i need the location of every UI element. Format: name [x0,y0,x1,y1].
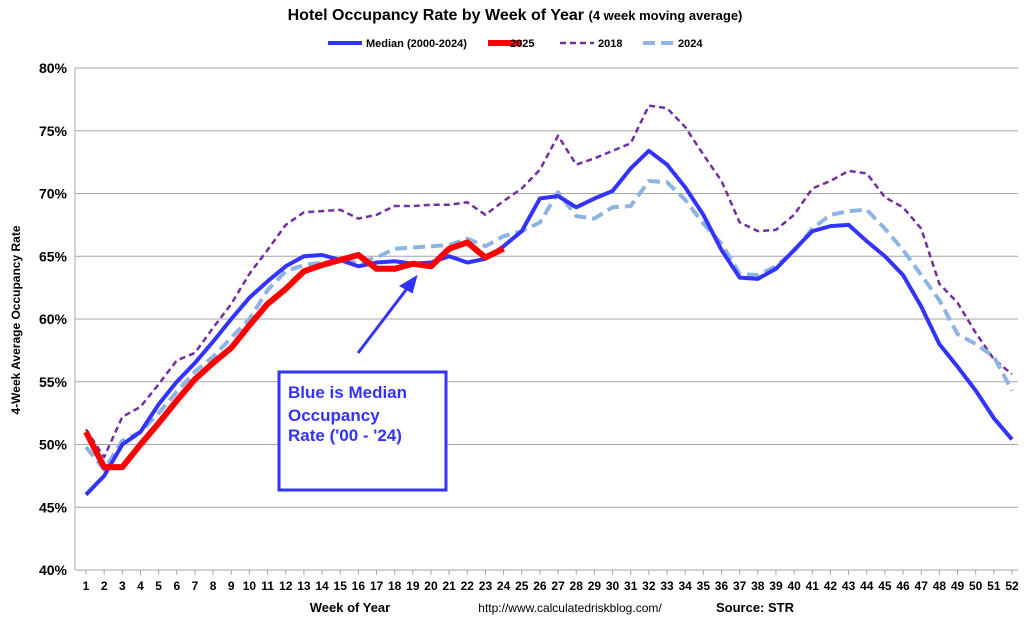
x-tick-label: 40 [787,579,801,593]
x-tick-label: 35 [697,579,711,593]
x-tick-label: 51 [987,579,1001,593]
x-tick-label: 47 [915,579,929,593]
x-tick-label: 17 [370,579,384,593]
source-url: http://www.calculatedriskblog.com/ [478,601,662,615]
legend: Median (2000-2024) 2025 2018 2024 [328,38,703,50]
x-tick-label: 39 [769,579,783,593]
legend-label: Median (2000-2024) [366,38,467,50]
y-axis-label: 4-Week Average Occupancy Rate [9,225,23,414]
x-tick-label: 2 [101,579,108,593]
x-tick-label: 19 [406,579,420,593]
x-tick-label: 10 [243,579,257,593]
arrow-head-icon [398,274,418,294]
legend-label: 2025 [510,38,534,50]
x-tick-label: 23 [479,579,493,593]
y-tick-label: 60% [39,311,68,327]
x-tick-label: 29 [588,579,602,593]
x-tick-label: 7 [192,579,199,593]
x-tick-label: 36 [715,579,729,593]
x-tick-label: 11 [261,579,274,593]
x-tick-label: 52 [1005,579,1019,593]
x-tick-label: 41 [806,579,820,593]
series-line-2018 [84,104,1013,459]
x-tick-label: 31 [624,579,638,593]
x-tick-label: 20 [424,579,438,593]
y-tick-label: 75% [39,123,68,139]
annotation-box [277,370,448,492]
x-tick-label: 5 [155,579,162,593]
y-tick-label: 45% [39,499,68,515]
x-axis-label: Week of Year [310,600,390,615]
x-tick-label: 30 [606,579,620,593]
x-tick-label: 14 [315,579,329,593]
y-tick-label: 55% [39,374,68,390]
x-tick-label: 26 [533,579,547,593]
series-line-2025 [83,239,505,471]
x-tick-label: 16 [352,579,366,593]
legend-label: 2018 [598,38,622,50]
annotation-line: Rate ('00 - '24) [288,426,402,445]
annotation-line: Occupancy [288,406,380,425]
x-tick-label: 48 [933,579,947,593]
x-tick-label: 38 [751,579,765,593]
x-tick-label: 43 [842,579,856,593]
series-line-2024 [84,178,1014,472]
x-tick-label: 18 [388,579,402,593]
x-tick-label: 21 [442,579,456,593]
y-tick-label: 65% [39,248,68,264]
x-tick-label: 44 [860,579,874,593]
x-tick-label: 37 [733,579,747,593]
x-tick-label: 45 [878,579,892,593]
x-tick-label: 50 [969,579,983,593]
x-tick-label: 49 [951,579,965,593]
x-tick-label: 33 [660,579,674,593]
annotation-line: Blue is Median [288,383,407,402]
y-tick-label: 80% [39,60,68,76]
x-tick-label: 6 [173,579,180,593]
x-tick-label: 22 [461,579,475,593]
x-tick-label: 15 [334,579,348,593]
annotation: Blue is Median Occupancy Rate ('00 - '24… [277,274,448,492]
y-tick-labels: 40% 45% 50% 55% 60% 65% 70% 75% 80% [39,60,68,578]
x-tick-label: 42 [824,579,838,593]
x-tick-label: 25 [515,579,529,593]
annotation-arrow [356,281,414,354]
x-tick-label: 4 [137,579,144,593]
y-tick-label: 40% [39,562,68,578]
x-tick-label: 12 [279,579,293,593]
series-lines [83,104,1014,497]
x-tick-label: 13 [297,579,311,593]
x-tick-label: 46 [896,579,910,593]
chart-title: Hotel Occupancy Rate by Week of Year (4 … [288,7,743,24]
y-tick-label: 50% [39,437,68,453]
x-tick-label: 9 [228,579,235,593]
x-tick-label: 34 [678,579,692,593]
x-tick-label: 1 [83,579,90,593]
grid [74,67,1018,575]
x-tick-label: 8 [210,579,217,593]
x-tick-label: 3 [119,579,126,593]
series-line-median-2000-2024- [84,148,1014,497]
x-tick-label: 28 [570,579,584,593]
x-tick-labels: 1 2 3 4 5 6 7 8 9 10 11 12 13 14 15 16 17 18 19 20 21 22 23 24 2… [83,579,1019,593]
x-tick-label: 24 [497,579,511,593]
legend-label: 2024 [678,38,703,50]
x-tick-label: 32 [642,579,656,593]
source-label: Source: STR [716,600,795,615]
y-tick-label: 70% [39,186,68,202]
x-tick-label: 27 [551,579,565,593]
